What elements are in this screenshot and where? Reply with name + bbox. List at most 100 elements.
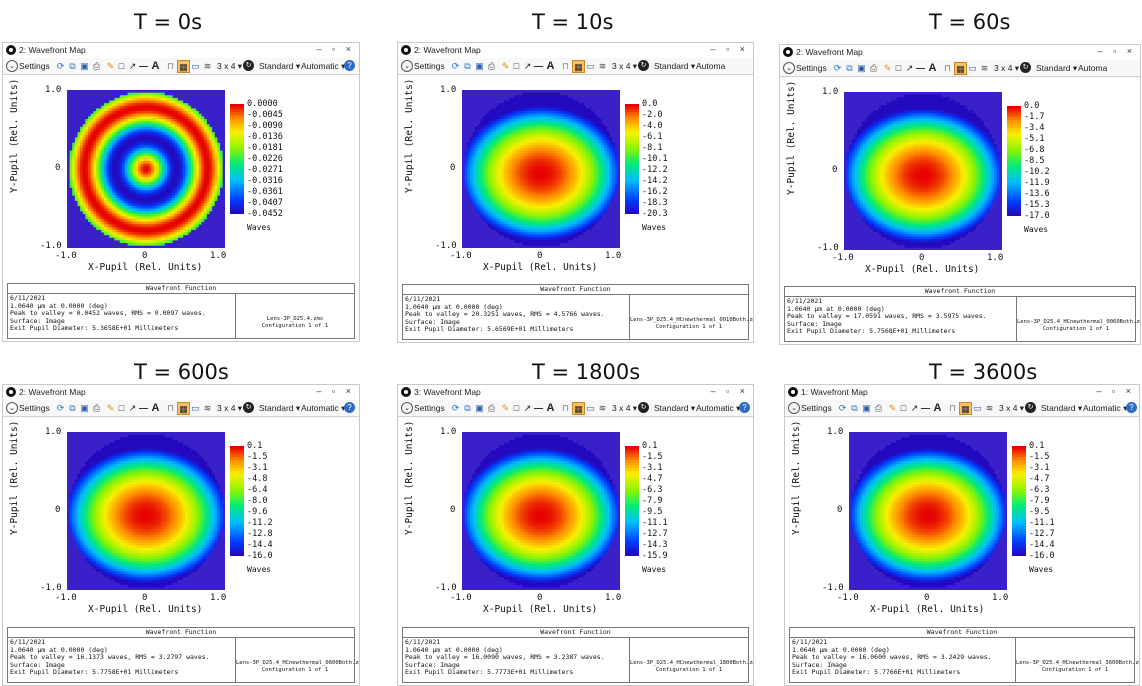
text-icon[interactable]: A (546, 402, 555, 414)
arrow-icon[interactable]: ↗ (523, 403, 532, 413)
line-icon[interactable]: — (916, 63, 925, 73)
print-icon[interactable]: ⎙ (92, 403, 101, 413)
text-icon[interactable]: A (933, 402, 942, 414)
grid-size-dropdown[interactable]: 3 x 4 ▾ (994, 63, 1020, 73)
window-icon[interactable]: ▭ (191, 61, 200, 71)
pencil-icon[interactable]: ✎ (501, 61, 510, 71)
rectangle-icon[interactable]: □ (513, 61, 520, 71)
settings-chevron-icon[interactable]: ⌄ (783, 62, 795, 74)
text-icon[interactable]: A (151, 402, 160, 414)
help-icon[interactable]: ? (1126, 402, 1137, 413)
automatic-dropdown[interactable]: Automa (696, 60, 725, 72)
refresh-icon[interactable]: ⟳ (56, 403, 65, 413)
grid-size-dropdown[interactable]: 3 x 4 ▾ (217, 61, 243, 71)
standard-dropdown[interactable]: Standard ▾ (654, 61, 696, 71)
window-controls[interactable]: – ▫ × (1097, 46, 1136, 56)
window-controls[interactable]: – ▫ × (710, 44, 749, 54)
standard-dropdown[interactable]: Standard ▾ (259, 61, 301, 71)
line-icon[interactable]: — (534, 61, 543, 71)
standard-dropdown[interactable]: Standard ▾ (654, 403, 696, 413)
copy-icon[interactable]: ⧉ (851, 403, 858, 413)
automatic-dropdown[interactable]: Automatic ▾ (301, 403, 346, 413)
settings-chevron-icon[interactable]: ⌄ (401, 402, 413, 414)
zoom-icon[interactable]: ↻ (1025, 402, 1036, 413)
copy-icon[interactable]: ⧉ (464, 61, 471, 71)
save-icon[interactable]: ▣ (80, 61, 89, 71)
layers-icon[interactable]: ≋ (598, 403, 607, 413)
settings-button[interactable]: Settings (19, 61, 50, 71)
save-icon[interactable]: ▣ (475, 61, 484, 71)
rectangle-icon[interactable]: □ (513, 403, 520, 413)
layers-icon[interactable]: ≋ (598, 61, 607, 71)
automatic-dropdown[interactable]: Automatic ▾ (1083, 403, 1128, 413)
automatic-dropdown[interactable]: Automa (1078, 62, 1107, 74)
lock-icon[interactable]: ⊓ (561, 403, 570, 413)
settings-chevron-icon[interactable]: ⌄ (401, 60, 413, 72)
standard-dropdown[interactable]: Standard ▾ (259, 403, 301, 413)
settings-button[interactable]: Settings (414, 403, 445, 413)
settings-button[interactable]: Settings (801, 403, 832, 413)
window-icon[interactable]: ▭ (973, 403, 982, 413)
copy-icon[interactable]: ⧉ (69, 61, 76, 71)
lock-icon[interactable]: ⊓ (948, 403, 957, 413)
line-icon[interactable]: — (139, 403, 148, 413)
window-controls[interactable]: – ▫ × (316, 44, 355, 54)
pencil-icon[interactable]: ✎ (883, 63, 892, 73)
window-icon[interactable]: ▭ (586, 403, 595, 413)
grid-view-icon[interactable]: ▦ (572, 60, 585, 73)
text-icon[interactable]: A (151, 60, 160, 72)
lock-icon[interactable]: ⊓ (166, 403, 175, 413)
grid-view-icon[interactable]: ▦ (177, 60, 190, 73)
window-controls[interactable]: – ▫ × (316, 386, 355, 396)
layers-icon[interactable]: ≋ (985, 403, 994, 413)
arrow-icon[interactable]: ↗ (128, 403, 137, 413)
standard-dropdown[interactable]: Standard ▾ (1036, 63, 1078, 73)
layers-icon[interactable]: ≋ (203, 61, 212, 71)
grid-size-dropdown[interactable]: 3 x 4 ▾ (612, 61, 638, 71)
window-icon[interactable]: ▭ (586, 61, 595, 71)
zoom-icon[interactable]: ↻ (243, 402, 254, 413)
standard-dropdown[interactable]: Standard ▾ (1041, 403, 1083, 413)
refresh-icon[interactable]: ⟳ (451, 403, 460, 413)
help-icon[interactable]: ? (739, 402, 750, 413)
pencil-icon[interactable]: ✎ (501, 403, 510, 413)
print-icon[interactable]: ⎙ (874, 403, 883, 413)
copy-icon[interactable]: ⧉ (69, 403, 76, 413)
grid-view-icon[interactable]: ▦ (959, 402, 972, 415)
save-icon[interactable]: ▣ (857, 63, 866, 73)
print-icon[interactable]: ⎙ (487, 61, 496, 71)
settings-button[interactable]: Settings (19, 403, 50, 413)
settings-chevron-icon[interactable]: ⌄ (6, 402, 18, 414)
arrow-icon[interactable]: ↗ (910, 403, 919, 413)
settings-button[interactable]: Settings (414, 61, 445, 71)
lock-icon[interactable]: ⊓ (166, 61, 175, 71)
refresh-icon[interactable]: ⟳ (56, 61, 65, 71)
settings-chevron-icon[interactable]: ⌄ (788, 402, 800, 414)
print-icon[interactable]: ⎙ (92, 61, 101, 71)
grid-view-icon[interactable]: ▦ (954, 62, 967, 75)
grid-size-dropdown[interactable]: 3 x 4 ▾ (612, 403, 638, 413)
settings-button[interactable]: Settings (796, 63, 827, 73)
automatic-dropdown[interactable]: Automatic ▾ (301, 61, 346, 71)
pencil-icon[interactable]: ✎ (106, 61, 115, 71)
text-icon[interactable]: A (546, 60, 555, 72)
line-icon[interactable]: — (921, 403, 930, 413)
rectangle-icon[interactable]: □ (895, 63, 902, 73)
layers-icon[interactable]: ≋ (203, 403, 212, 413)
window-controls[interactable]: – ▫ × (1096, 386, 1135, 396)
layers-icon[interactable]: ≋ (980, 63, 989, 73)
line-icon[interactable]: — (139, 61, 148, 71)
zoom-icon[interactable]: ↻ (638, 402, 649, 413)
grid-view-icon[interactable]: ▦ (572, 402, 585, 415)
copy-icon[interactable]: ⧉ (464, 403, 471, 413)
grid-view-icon[interactable]: ▦ (177, 402, 190, 415)
save-icon[interactable]: ▣ (862, 403, 871, 413)
save-icon[interactable]: ▣ (80, 403, 89, 413)
rectangle-icon[interactable]: □ (900, 403, 907, 413)
line-icon[interactable]: — (534, 403, 543, 413)
automatic-dropdown[interactable]: Automatic ▾ (696, 403, 741, 413)
rectangle-icon[interactable]: □ (118, 403, 125, 413)
help-icon[interactable]: ? (344, 60, 355, 71)
text-icon[interactable]: A (928, 62, 937, 74)
arrow-icon[interactable]: ↗ (523, 61, 532, 71)
